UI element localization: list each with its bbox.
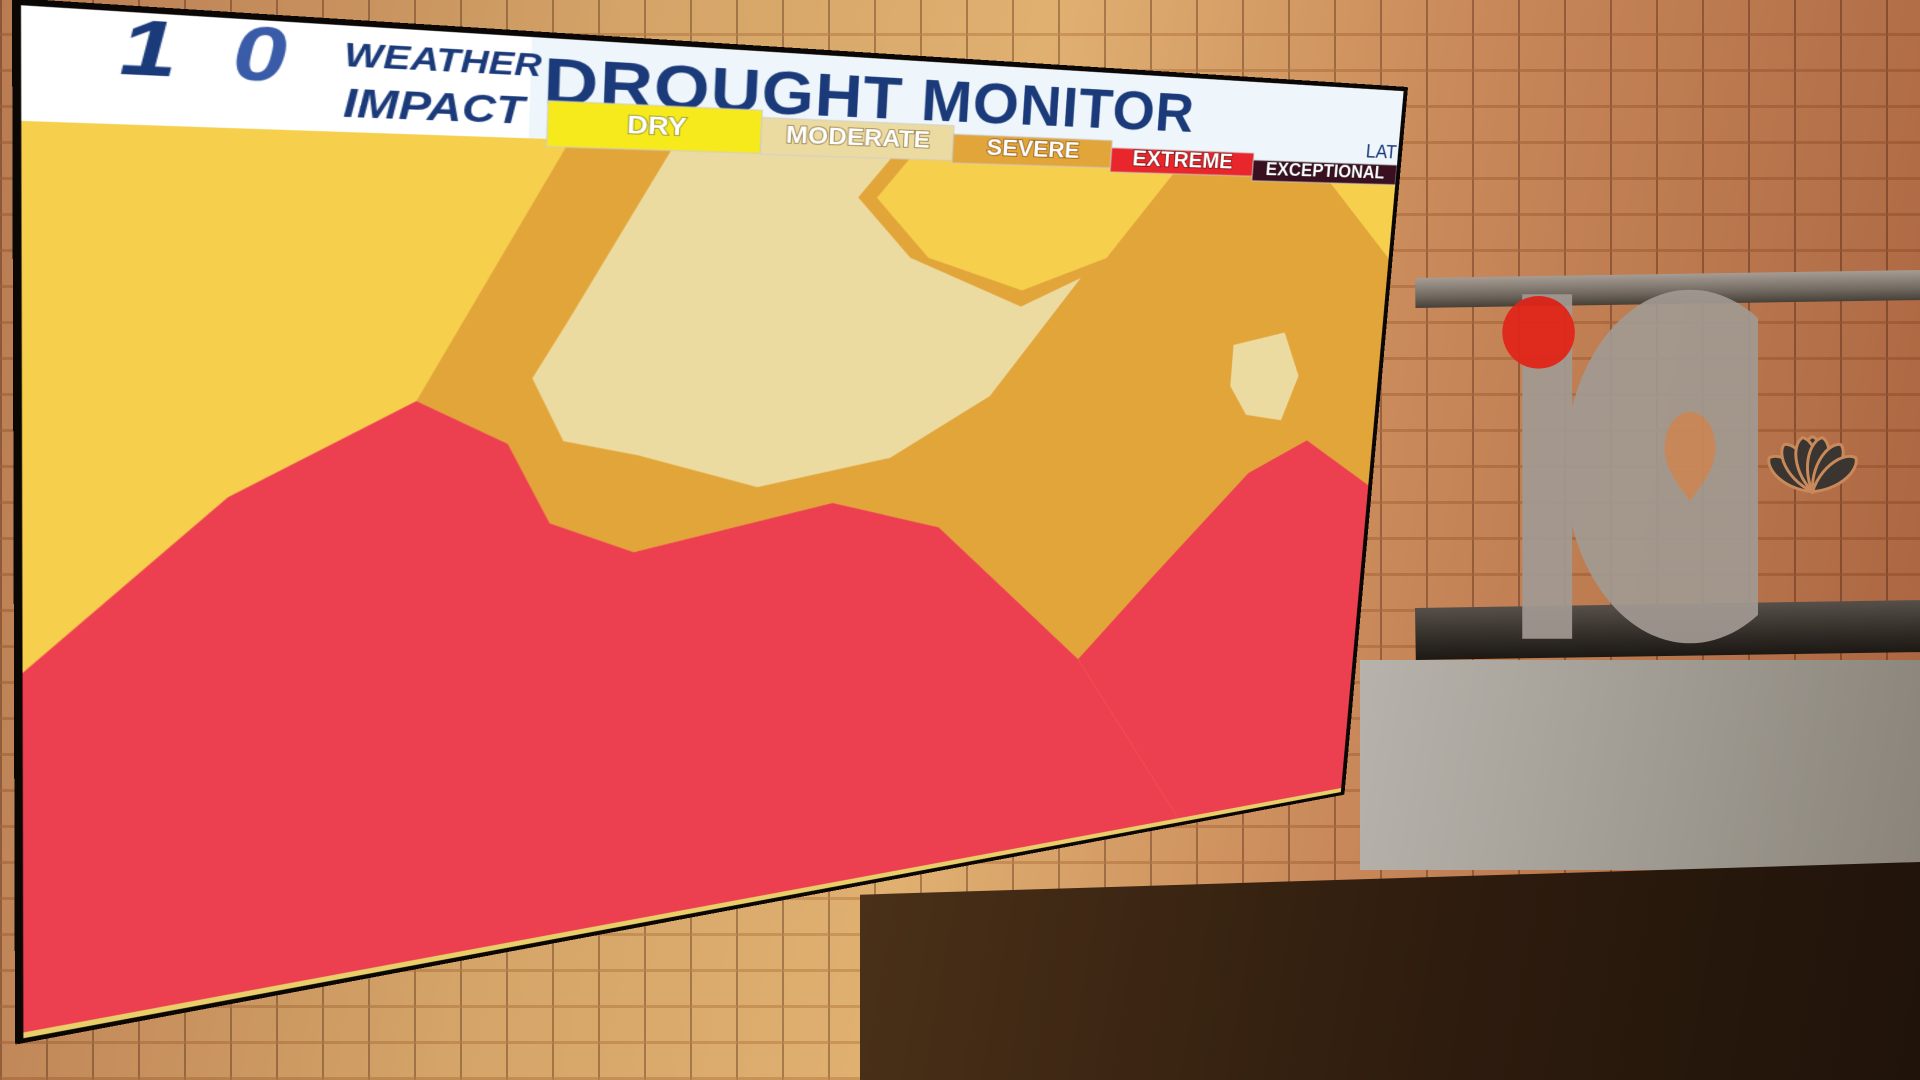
- svg-text:1: 1: [119, 5, 177, 93]
- svg-text:LATEST: LATEST: [1365, 141, 1404, 164]
- svg-text:MODERATE: MODERATE: [785, 121, 931, 153]
- svg-text:EXTREME: EXTREME: [1132, 146, 1234, 173]
- svg-text:DRY: DRY: [627, 111, 688, 141]
- svg-text:IMPACT: IMPACT: [343, 81, 529, 133]
- svg-text:0: 0: [232, 9, 288, 98]
- svg-text:SEVERE: SEVERE: [986, 135, 1080, 163]
